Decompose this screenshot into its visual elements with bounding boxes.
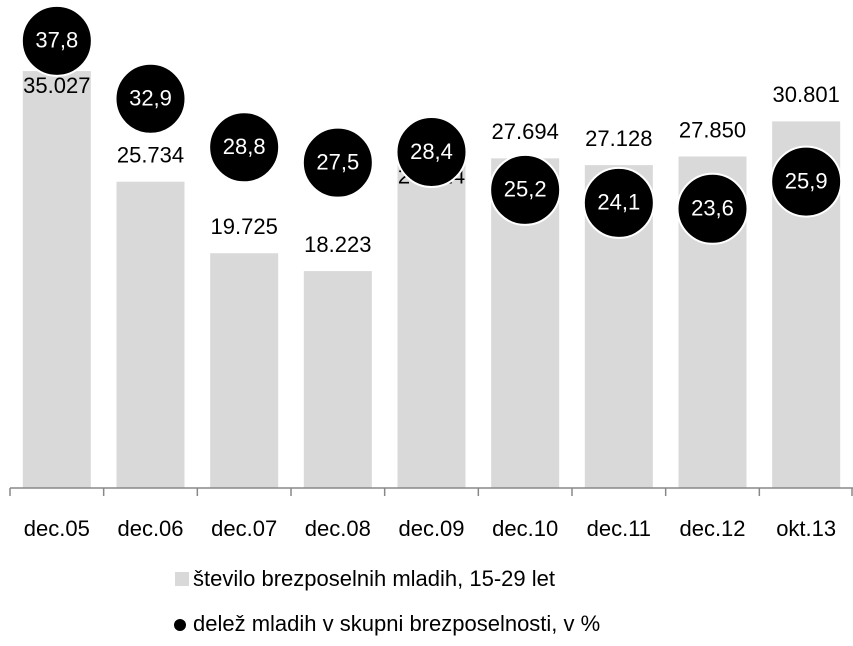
x-tick-label: dec.07 — [211, 516, 277, 541]
share-dot — [208, 111, 281, 184]
dot-value-label: 28,4 — [410, 139, 453, 164]
share-dot — [395, 116, 468, 189]
bar — [397, 161, 466, 488]
bar-value-label: 25.734 — [117, 143, 184, 168]
share-dot — [770, 145, 843, 218]
bar-value-label: 30.801 — [773, 82, 840, 107]
bar — [22, 71, 91, 489]
bar-value-label: 27.850 — [679, 117, 746, 142]
dot-value-label: 25,2 — [504, 177, 547, 202]
share-dot — [489, 153, 562, 226]
share-dot — [114, 62, 187, 135]
share-dot — [301, 126, 374, 199]
bar-value-label: 35.027 — [23, 73, 90, 98]
dot-value-label: 27,5 — [316, 149, 359, 174]
x-tick-label: dec.06 — [117, 516, 183, 541]
dot-value-label: 32,9 — [129, 86, 172, 111]
legend-label: delež mladih v skupni brezposelnosti, v … — [193, 611, 600, 636]
x-tick-label: dec.12 — [679, 516, 745, 541]
bar — [210, 253, 279, 488]
legend-label: število brezposelnih mladih, 15-29 let — [193, 566, 555, 591]
dot-value-label: 23,6 — [691, 196, 734, 221]
bar-value-label: 27.694 — [492, 119, 559, 144]
legend-swatch — [175, 572, 189, 586]
dot-value-label: 24,1 — [597, 190, 640, 215]
bar-value-label: 27.128 — [585, 126, 652, 151]
bar-value-label: 18.223 — [304, 232, 371, 257]
share-dot — [676, 172, 749, 245]
x-tick-label: dec.10 — [492, 516, 558, 541]
dot-value-label: 25,9 — [785, 168, 828, 193]
x-tick-label: dec.05 — [24, 516, 90, 541]
bar-value-label: 19.725 — [211, 214, 278, 239]
dot-value-label: 28,8 — [223, 134, 266, 159]
bar — [116, 181, 185, 488]
bar — [303, 271, 372, 488]
x-tick-label: dec.09 — [398, 516, 464, 541]
dot-value-label: 37,8 — [35, 28, 78, 53]
share-dot — [582, 166, 655, 239]
legend-swatch — [174, 619, 186, 631]
x-tick-label: dec.08 — [305, 516, 371, 541]
x-tick-label: okt.13 — [776, 516, 836, 541]
share-dot — [20, 4, 93, 77]
x-tick-label: dec.11 — [587, 516, 651, 541]
